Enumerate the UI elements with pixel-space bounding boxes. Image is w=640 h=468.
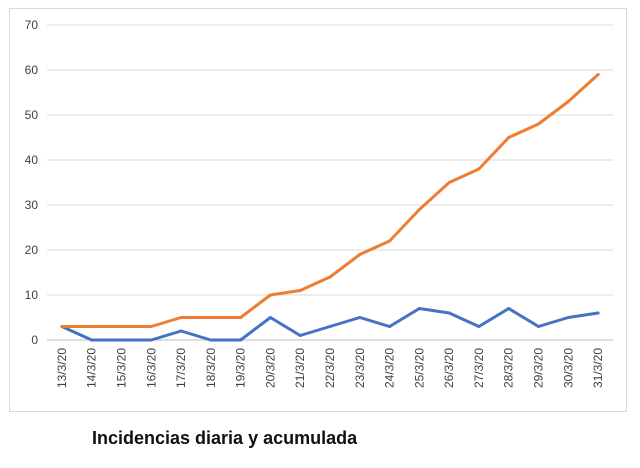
data-point: [596, 73, 600, 76]
data-point: [239, 338, 243, 342]
x-tick-label: 13/3/20: [55, 348, 69, 388]
chart-frame: [9, 8, 627, 412]
data-point: [179, 329, 183, 333]
y-tick-label: 0: [31, 333, 38, 347]
data-point: [268, 293, 272, 297]
gridlines: [47, 24, 613, 341]
data-point: [447, 311, 451, 315]
x-tick-label: 27/3/20: [472, 348, 486, 388]
data-point: [417, 307, 421, 310]
x-tick-label: 31/3/20: [591, 348, 605, 388]
data-point: [417, 208, 421, 211]
data-point: [298, 289, 302, 292]
data-point: [60, 325, 64, 328]
y-tick-label: 20: [25, 243, 39, 257]
x-tick-label: 29/3/20: [532, 348, 546, 388]
x-tick-label: 23/3/20: [353, 348, 367, 388]
data-point: [149, 325, 153, 328]
x-tick-label: 15/3/20: [114, 348, 128, 388]
data-point: [90, 325, 94, 328]
data-point: [388, 239, 392, 243]
data-point: [596, 311, 600, 315]
y-axis-ticks: 0 10 20 30 40 50 60 70: [25, 18, 39, 347]
y-tick-label: 50: [25, 108, 39, 122]
y-tick-label: 40: [25, 153, 39, 167]
x-tick-label: 25/3/20: [412, 348, 426, 388]
data-point: [477, 325, 481, 328]
data-point: [328, 325, 332, 328]
y-tick-label: 70: [25, 18, 39, 32]
x-tick-label: 24/3/20: [383, 348, 397, 388]
data-point: [566, 316, 570, 319]
data-point: [477, 167, 481, 171]
data-point: [507, 136, 511, 139]
data-point: [537, 325, 541, 328]
y-tick-label: 60: [25, 63, 39, 77]
chart-caption: Incidencias diaria y acumulada: [92, 428, 358, 448]
data-point: [566, 100, 570, 103]
data-point: [119, 325, 123, 328]
data-point: [537, 122, 541, 126]
x-tick-label: 30/3/20: [561, 348, 575, 388]
x-tick-label: 26/3/20: [442, 348, 456, 388]
x-axis-ticks: 13/3/20 14/3/20 15/3/20 16/3/20 17/3/20 18/3/…: [55, 348, 605, 388]
x-tick-label: 14/3/20: [85, 348, 99, 388]
line-chart: 0 10 20 30 40 50 60 70 13/3/20 14/3/20 15/3/20 16/…: [25, 18, 613, 388]
data-point: [447, 181, 451, 184]
series-line-daily: [60, 307, 600, 342]
data-point: [298, 334, 302, 337]
data-point: [358, 253, 362, 256]
data-point: [507, 307, 511, 310]
x-tick-label: 18/3/20: [204, 348, 218, 388]
data-point: [358, 316, 362, 319]
x-tick-label: 21/3/20: [293, 348, 307, 388]
data-point: [388, 325, 392, 328]
data-point: [90, 338, 94, 342]
y-tick-label: 10: [25, 288, 39, 302]
data-point: [179, 316, 183, 319]
y-tick-label: 30: [25, 198, 39, 212]
data-point: [149, 338, 153, 342]
data-point: [209, 338, 213, 342]
x-tick-label: 16/3/20: [144, 348, 158, 388]
data-point: [328, 275, 332, 279]
x-tick-label: 28/3/20: [502, 348, 516, 388]
x-tick-label: 20/3/20: [263, 348, 277, 388]
data-point: [119, 338, 123, 342]
series-lines: [60, 73, 600, 342]
data-point: [268, 316, 272, 319]
x-tick-label: 22/3/20: [323, 348, 337, 388]
x-tick-label: 19/3/20: [234, 348, 248, 388]
data-point: [209, 316, 213, 319]
series-line-cumulative: [60, 73, 600, 328]
x-tick-label: 17/3/20: [174, 348, 188, 388]
data-point: [239, 316, 243, 319]
